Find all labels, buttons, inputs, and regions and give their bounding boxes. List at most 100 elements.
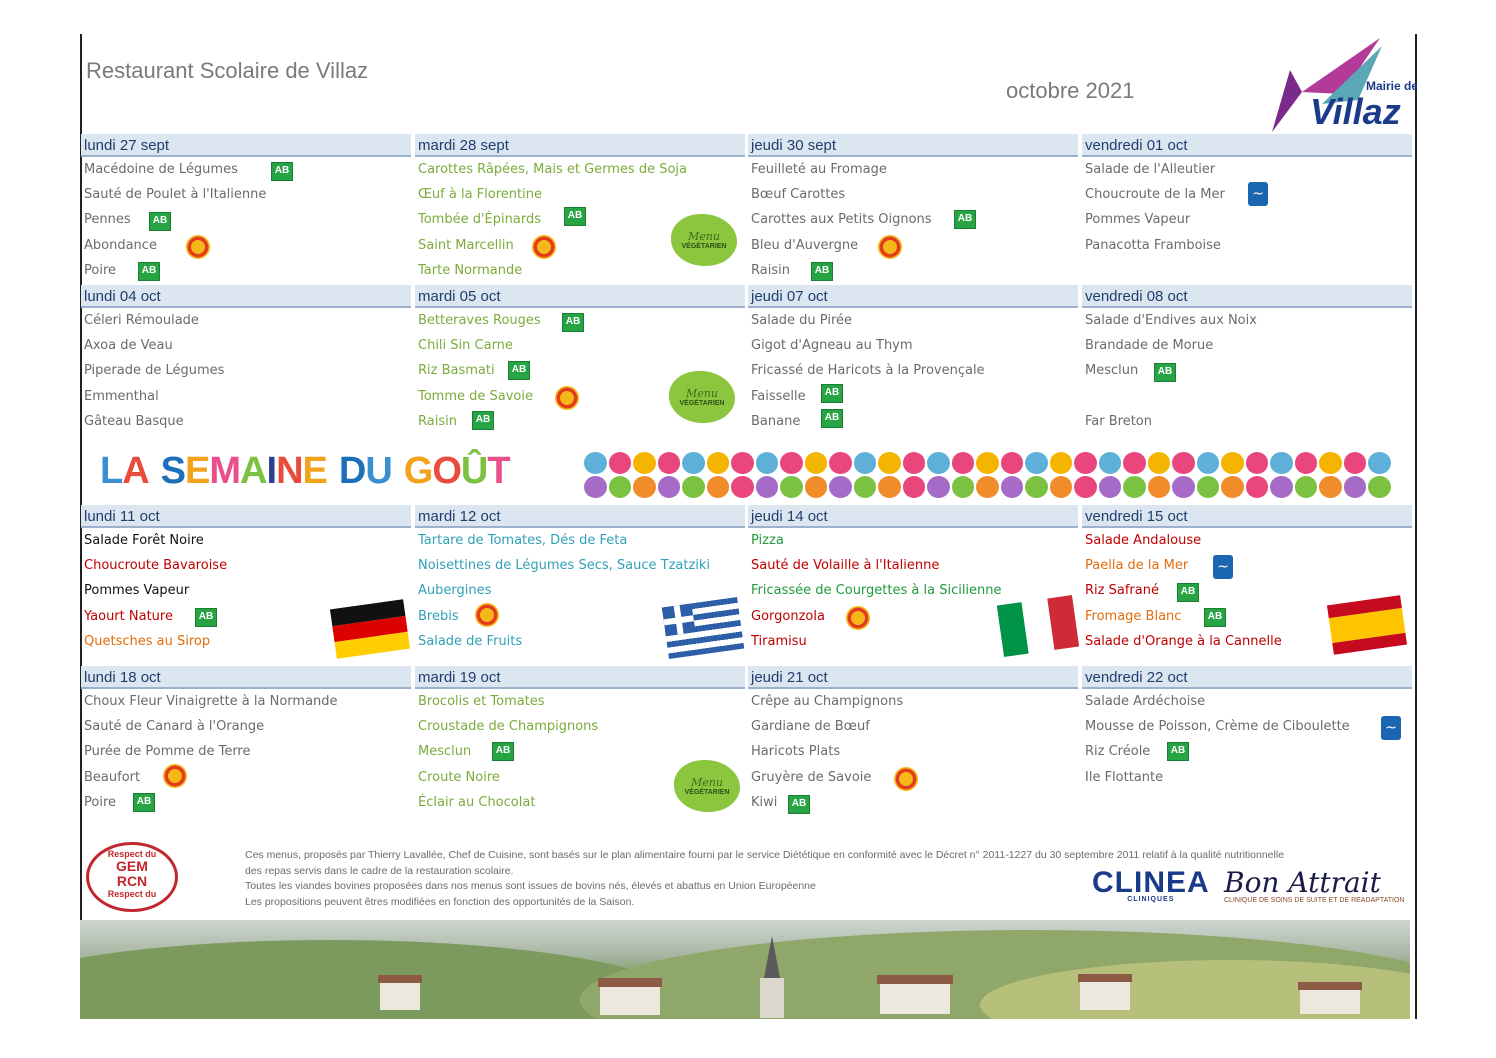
clinea-logo: CLINEA CLINIQUES — [1092, 866, 1210, 903]
italy-flag-icon — [996, 594, 1080, 658]
taste-emoji-icon — [927, 452, 950, 474]
gemrcn-stamp-logo: Respect du GEM RCN Respect du — [86, 842, 178, 912]
banner-letter: A — [240, 450, 267, 492]
taste-emoji-icon — [1270, 452, 1293, 474]
dish — [1082, 384, 1412, 409]
dish: Riz Créole — [1085, 744, 1151, 760]
semaine-du-gout-banner: LA SEMAINE DU GOÛT — [100, 450, 511, 493]
vegetarian-menu-icon: Menu VÉGÉTARIEN — [674, 760, 740, 812]
taste-emoji-icon — [706, 452, 729, 474]
day-mardi-12-oct: mardi 12 oct Tartare de Tomates, Dés de … — [415, 505, 745, 654]
dish: Tartare de Tomates, Dés de Feta — [418, 533, 628, 548]
day-mardi-05-oct: mardi 05 oct Betteraves Rouges Chili Sin… — [415, 285, 745, 434]
dish: Brandade de Morue — [1085, 338, 1214, 354]
dish: Pizza — [751, 533, 784, 548]
taste-emoji-icon — [878, 452, 901, 474]
svg-text:Mairie de: Mairie de — [1366, 79, 1417, 93]
day-header: jeudi 07 oct — [748, 285, 1078, 308]
dish: Feuilleté au Fromage — [751, 162, 887, 177]
dish: Paella de la Mer — [1085, 558, 1189, 574]
banner-letter: G — [403, 450, 434, 492]
dish: Gardiane de Bœuf — [751, 719, 870, 735]
taste-emoji-icon — [1000, 452, 1023, 474]
day-lundi-18-oct: lundi 18 oct Choux Fleur Vinaigrette à l… — [81, 666, 411, 815]
aop-label-icon — [475, 603, 499, 627]
dish: Haricots Plats — [751, 744, 841, 760]
vegetarian-menu-icon: Menu VÉGÉTARIEN — [671, 214, 737, 266]
taste-emoji-icon — [853, 476, 876, 498]
aop-label-icon — [846, 606, 870, 630]
banner-letter: E — [185, 450, 210, 492]
taste-emoji-icon — [1221, 476, 1244, 498]
dish: Raisin — [418, 413, 457, 429]
dish: Œuf à la Florentine — [418, 187, 542, 203]
taste-emoji-icon — [1025, 476, 1048, 498]
dish: Salade d'Endives aux Noix — [1085, 313, 1257, 328]
dish: Noisettines de Légumes Secs, Sauce Tzatz… — [418, 558, 711, 574]
dish: Salade de l'Alleutier — [1085, 162, 1216, 177]
taste-emoji-icon — [1172, 452, 1195, 474]
dish: Carottes aux Petits Oignons — [751, 212, 932, 228]
taste-emoji-icon — [682, 452, 705, 474]
dish: Faisselle — [751, 388, 806, 404]
dish: Aubergines — [418, 583, 492, 599]
banner-letter: D — [338, 450, 366, 492]
taste-emoji-icon — [951, 452, 974, 474]
dish: Gâteau Basque — [84, 413, 184, 429]
dish — [1082, 790, 1412, 815]
taste-emoji-icon — [1123, 476, 1146, 498]
dish: Croustade de Champignons — [418, 719, 599, 735]
taste-emoji-icon — [584, 452, 607, 474]
dish: Salade Andalouse — [1085, 533, 1202, 548]
dish: Beaufort — [84, 769, 141, 785]
taste-emoji-icon — [780, 476, 803, 498]
page-frame-left — [80, 34, 82, 920]
taste-emoji-icon — [1147, 476, 1170, 498]
aop-label-icon — [878, 235, 902, 259]
dish: Bœuf Carottes — [751, 187, 846, 203]
dish: Quetsches au Sirop — [84, 633, 211, 649]
dish: Brocolis et Tomates — [418, 694, 545, 709]
footer-line: Ces menus, proposés par Thierry Lavallée… — [245, 849, 1285, 861]
dish: Crêpe au Champignons — [751, 694, 904, 709]
taste-emoji-icon — [657, 452, 680, 474]
taste-emoji-icon — [1319, 452, 1342, 474]
dish: Piperade de Légumes — [84, 363, 225, 379]
taste-emoji-icon — [1245, 476, 1268, 498]
day-header: jeudi 30 sept — [748, 134, 1078, 157]
dish: Fricassée de Courgettes à la Sicilienne — [751, 583, 1002, 599]
taste-emoji-icon — [1368, 476, 1391, 498]
banner-letter: M — [209, 450, 241, 492]
taste-emoji-icon — [804, 452, 827, 474]
dish: Salade Ardéchoise — [1085, 694, 1206, 709]
taste-emoji-icon — [633, 452, 656, 474]
germany-flag-icon — [329, 599, 411, 659]
organic-ab-icon: AB — [195, 608, 217, 627]
taste-emoji-icon — [976, 476, 999, 498]
dish: Choucroute Bavaroise — [84, 558, 228, 574]
dish: Croute Noire — [418, 769, 500, 785]
taste-emoji-icon — [1343, 452, 1366, 474]
page-frame-right — [1415, 34, 1417, 1019]
page-title: Restaurant Scolaire de Villaz — [86, 58, 369, 83]
banner-letter: U — [365, 450, 392, 492]
taste-emoji-icon — [878, 476, 901, 498]
dish: Bleu d'Auvergne — [751, 237, 859, 253]
dish: Banane — [751, 413, 801, 429]
taste-emoji-icon — [1025, 452, 1048, 474]
day-jeudi-30-sept: jeudi 30 sept Feuilleté au Fromage Bœuf … — [748, 134, 1078, 283]
taste-emoji-icon — [1172, 476, 1195, 498]
dish: Kiwi — [751, 794, 778, 810]
taste-emoji-icon — [902, 476, 925, 498]
organic-ab-icon: AB — [1177, 583, 1199, 602]
taste-emoji-icon — [976, 452, 999, 474]
organic-ab-icon: AB — [492, 742, 514, 761]
msc-fish-icon: ~ — [1248, 182, 1268, 206]
village-landscape-photo — [80, 920, 1410, 1019]
footer-line: Les propositions peuvent êtres modifiées… — [245, 895, 635, 908]
day-header: mardi 28 sept — [415, 134, 745, 157]
dish: Salade du Pirée — [751, 313, 853, 328]
dish: Ile Flottante — [1085, 769, 1164, 785]
taste-emoji-icon — [1147, 452, 1170, 474]
taste-emoji-icon — [682, 476, 705, 498]
